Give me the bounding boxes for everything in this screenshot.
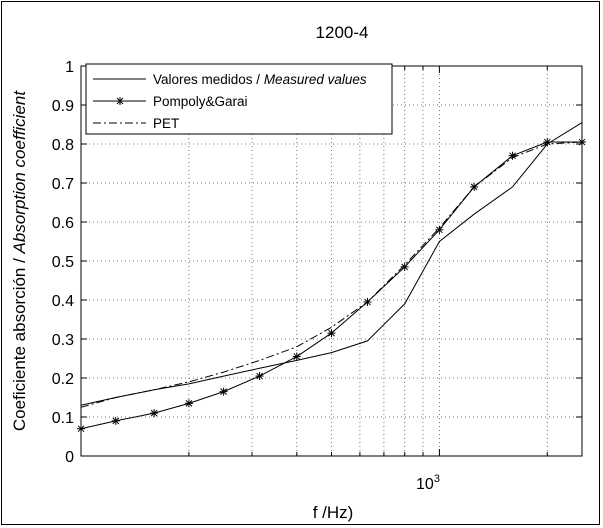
point-pompoly-3 xyxy=(184,399,193,408)
series-line-pet xyxy=(80,141,583,408)
point-pompoly-2 xyxy=(150,409,159,418)
point-pompoly-9 xyxy=(400,262,409,271)
y-tick-label-10: 1 xyxy=(65,59,74,76)
y-tick-label-7: 0.7 xyxy=(52,176,74,193)
x-axis-label: f /Hz) xyxy=(313,503,354,522)
legend-label-measured: Valores medidos / Measured values xyxy=(153,72,367,87)
legend-star-marker xyxy=(116,97,124,105)
point-pompoly-10 xyxy=(435,225,444,234)
legend-label-pompoly: Pompoly&Garai xyxy=(153,94,248,109)
series-layer xyxy=(77,122,586,433)
point-pompoly-0 xyxy=(77,424,85,433)
point-pompoly-5 xyxy=(255,372,264,381)
y-axis-label: Coeficiente absorción / Absorption coeff… xyxy=(10,90,29,431)
y-tick-label-3: 0.3 xyxy=(52,332,74,349)
y-axis-label-italic: Absorption coefficient xyxy=(10,90,29,255)
point-pompoly-1 xyxy=(111,416,120,425)
y-tick-label-6: 0.6 xyxy=(52,215,74,232)
chart-title: 1200-4 xyxy=(316,23,369,42)
point-pompoly-13 xyxy=(543,138,552,147)
y-tick-label-5: 0.5 xyxy=(52,254,74,271)
legend-box xyxy=(85,63,393,135)
y-tick-label-1: 0.1 xyxy=(52,410,74,427)
point-pompoly-12 xyxy=(508,151,517,160)
point-pompoly-7 xyxy=(327,329,336,338)
y-tick-label-8: 0.8 xyxy=(52,137,74,154)
legend-label-pet: PET xyxy=(153,116,179,131)
y-tick-label-2: 0.2 xyxy=(52,371,74,388)
legend-marker-pompoly xyxy=(116,97,124,105)
point-pompoly-6 xyxy=(292,352,301,361)
y-tick-label-0: 0 xyxy=(65,449,74,466)
series-line-measured xyxy=(80,122,583,406)
legend: Valores medidos / Measured values Pompol… xyxy=(85,63,393,135)
series-line-pompoly xyxy=(80,141,582,430)
x-tick-label-1000: 103 xyxy=(416,473,440,493)
y-axis-label-main: Coeficiente absorción / xyxy=(10,253,29,431)
point-pompoly-4 xyxy=(219,387,228,396)
y-tick-label-9: 0.9 xyxy=(52,98,74,115)
y-tick-label-4: 0.4 xyxy=(52,293,74,310)
y-tick-labels: 0 0.1 0.2 0.3 0.4 0.5 0.6 0.7 0.8 0.9 1 xyxy=(52,59,74,466)
